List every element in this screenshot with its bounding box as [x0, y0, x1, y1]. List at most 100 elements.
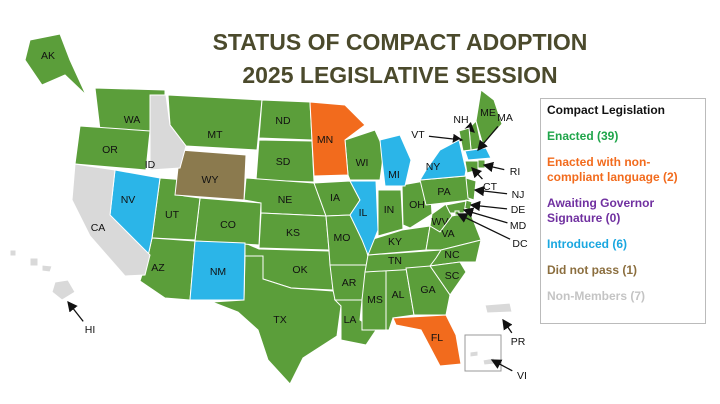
state-shape	[392, 314, 462, 367]
state-shape	[41, 264, 53, 273]
state-shape	[24, 33, 87, 96]
state-label: TX	[273, 314, 286, 326]
state: IL	[349, 180, 379, 257]
state-label: KS	[286, 227, 300, 239]
state-label: NH	[453, 114, 468, 126]
state-label: KY	[388, 236, 402, 248]
state-label: NY	[426, 161, 441, 173]
state-label: NV	[121, 194, 136, 206]
state-label: AK	[41, 50, 55, 62]
arrow	[456, 213, 511, 240]
arrow	[67, 300, 84, 322]
state: SD	[255, 139, 315, 183]
state-label: MO	[334, 232, 351, 244]
state-label: IN	[384, 204, 395, 216]
state: WI	[344, 129, 385, 181]
state: KY	[367, 225, 431, 256]
state-label: DE	[511, 204, 526, 216]
state: VT	[411, 127, 472, 152]
state-label: MA	[497, 112, 513, 124]
state: CA	[71, 163, 151, 277]
state-label: AZ	[151, 262, 165, 274]
state-shape	[405, 265, 451, 316]
arrow	[469, 200, 508, 212]
state: IN	[377, 189, 404, 237]
state-label: PA	[437, 186, 450, 198]
state-label: ME	[480, 107, 496, 119]
state-label: PR	[511, 336, 526, 348]
state: MN	[309, 101, 366, 177]
state-shape	[189, 240, 246, 301]
state: KS	[258, 212, 330, 251]
state: NJ	[465, 177, 525, 201]
arrow	[462, 207, 508, 224]
state-label: LA	[344, 314, 357, 326]
title-line: STATUS OF COMPACT ADOPTION	[213, 29, 588, 55]
arrow	[482, 161, 505, 173]
arrow	[477, 125, 499, 151]
state-shape	[419, 139, 467, 181]
state: AL	[385, 267, 415, 331]
state-label: AL	[392, 289, 405, 301]
state-shape	[484, 302, 513, 314]
state-label: VT	[411, 129, 425, 141]
state-shape	[309, 101, 366, 177]
state-label: WI	[356, 157, 369, 169]
state-label: NE	[278, 194, 293, 206]
state-shape	[464, 160, 479, 174]
state: DE	[463, 199, 526, 216]
state: AZ	[139, 237, 196, 301]
state: MA	[464, 112, 513, 161]
arrow	[490, 359, 513, 372]
state: CT	[464, 160, 498, 193]
state-label: AR	[342, 277, 357, 289]
state-label: WA	[124, 114, 141, 126]
state: TX	[211, 255, 342, 385]
state-label: RI	[510, 166, 521, 178]
state: AK	[24, 33, 87, 96]
state-shape	[469, 350, 479, 358]
state: GA	[405, 265, 451, 316]
state-label: SD	[276, 156, 291, 168]
state-shape	[29, 257, 39, 267]
state-label: IA	[330, 192, 340, 204]
state: VI	[469, 350, 527, 382]
state-label: UT	[165, 209, 180, 221]
arrow	[463, 122, 475, 133]
state: RI	[477, 159, 521, 178]
state: WY	[174, 149, 247, 201]
state: HI	[9, 249, 96, 336]
state-label: TN	[388, 255, 402, 267]
state-shape	[174, 149, 247, 201]
state: NM	[189, 240, 246, 301]
legend-item: Enacted with non-compliant language (2)	[547, 155, 678, 184]
state: ID	[145, 94, 187, 171]
state-label: DC	[512, 238, 528, 250]
state: OR	[74, 125, 151, 171]
title-line: 2025 LEGISLATIVE SESSION	[242, 62, 557, 88]
state-label: NM	[210, 266, 226, 278]
state: PA	[419, 175, 471, 206]
state: SC	[429, 261, 467, 296]
state: DC	[454, 210, 528, 250]
legend-item: Introduced (6)	[547, 237, 627, 251]
state-label: MI	[388, 169, 400, 181]
state-shape	[255, 139, 315, 183]
state-label: SC	[445, 270, 460, 282]
state: MI	[379, 134, 412, 187]
state: FL	[392, 314, 462, 367]
state-shape	[211, 255, 342, 385]
state-label: WY	[202, 174, 219, 186]
state-label: WV	[432, 216, 449, 228]
state-label: HI	[85, 324, 96, 336]
arrow	[473, 185, 508, 197]
state-label: NJ	[512, 189, 525, 201]
state-shape	[349, 180, 379, 257]
state-shape	[149, 94, 187, 171]
state-label: MS	[367, 294, 383, 306]
state: NY	[419, 139, 467, 181]
arrow	[471, 167, 483, 180]
legend-item: Enacted (39)	[547, 129, 619, 143]
